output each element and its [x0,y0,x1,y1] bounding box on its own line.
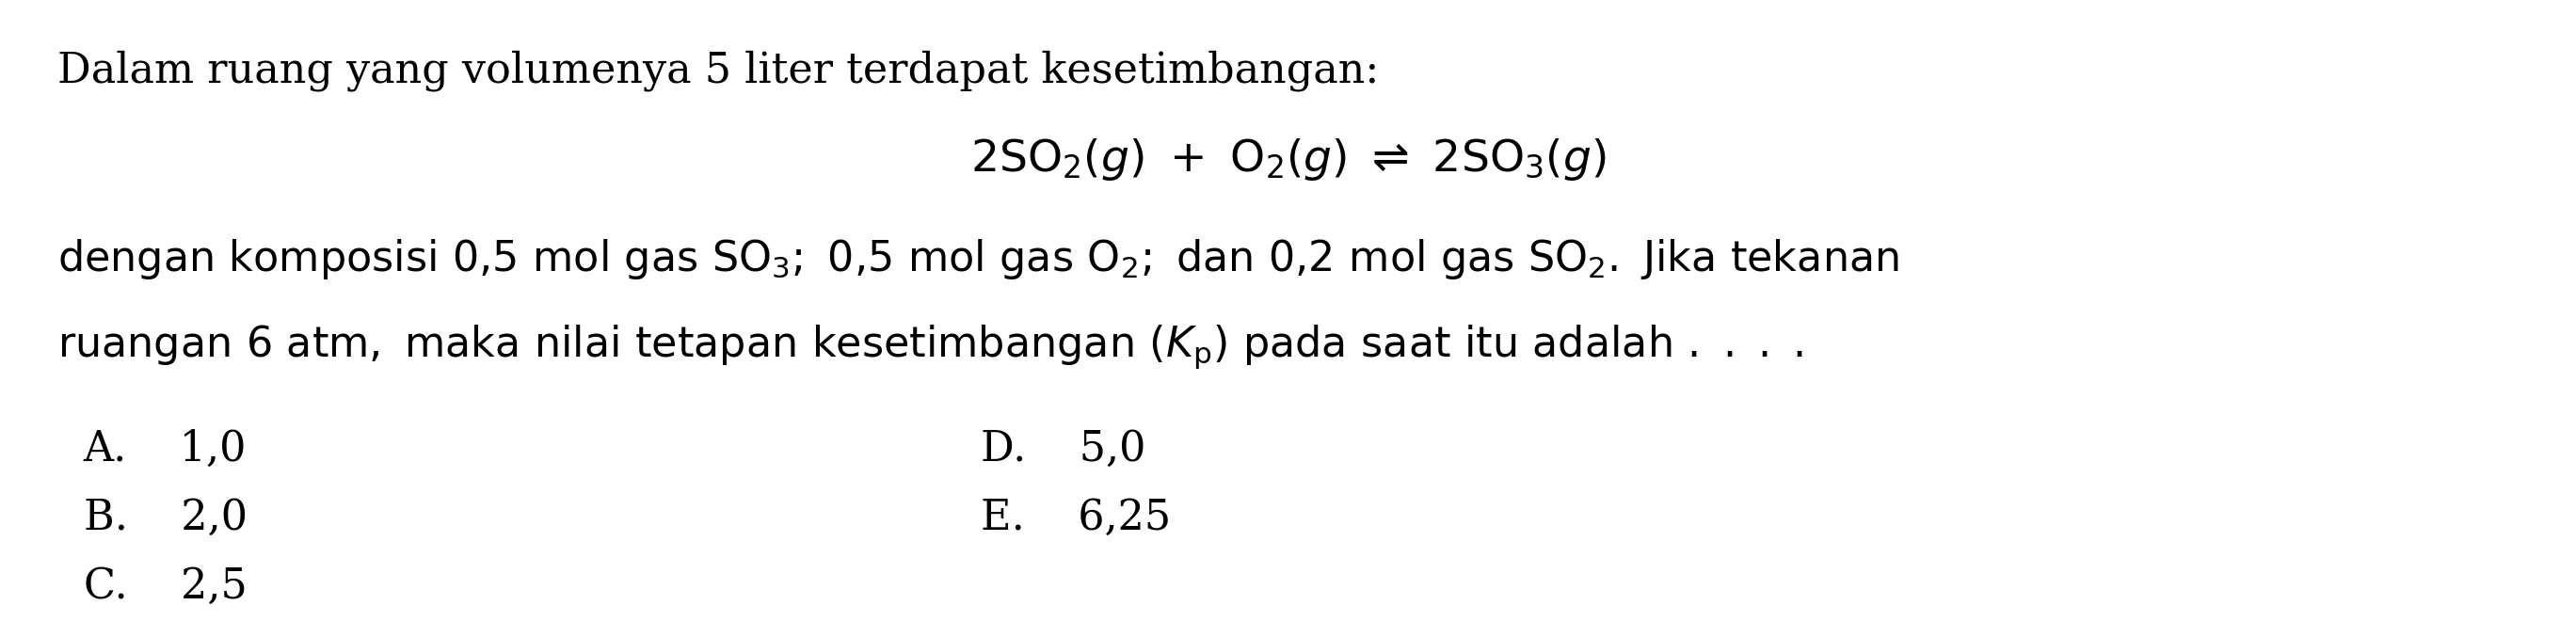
Text: Dalam ruang yang volumenya 5 liter terdapat kesetimbangan:: Dalam ruang yang volumenya 5 liter terda… [57,50,1381,91]
Text: $2\mathrm{SO}_2(g)\ +\ \mathrm{O}_2(g)\ \rightleftharpoons\ 2\mathrm{SO}_3(g)$: $2\mathrm{SO}_2(g)\ +\ \mathrm{O}_2(g)\ … [971,136,1605,182]
Text: B.    2,0: B. 2,0 [82,498,247,538]
Text: E.    6,25: E. 6,25 [981,498,1170,538]
Text: C.    2,5: C. 2,5 [82,566,247,607]
Text: D.    5,0: D. 5,0 [981,429,1146,470]
Text: $\mathrm{ruangan\ 6\ atm,\ maka\ nilai\ tetapan\ kesetimbangan\ (}K_{\mathrm{p}}: $\mathrm{ruangan\ 6\ atm,\ maka\ nilai\ … [57,322,1803,371]
Text: $\mathrm{dengan\ komposisi\ 0{,}5\ mol\ gas\ SO}_3\mathrm{;\ 0{,}5\ mol\ gas\ O}: $\mathrm{dengan\ komposisi\ 0{,}5\ mol\ … [57,237,1899,282]
Text: A.    1,0: A. 1,0 [82,429,247,470]
